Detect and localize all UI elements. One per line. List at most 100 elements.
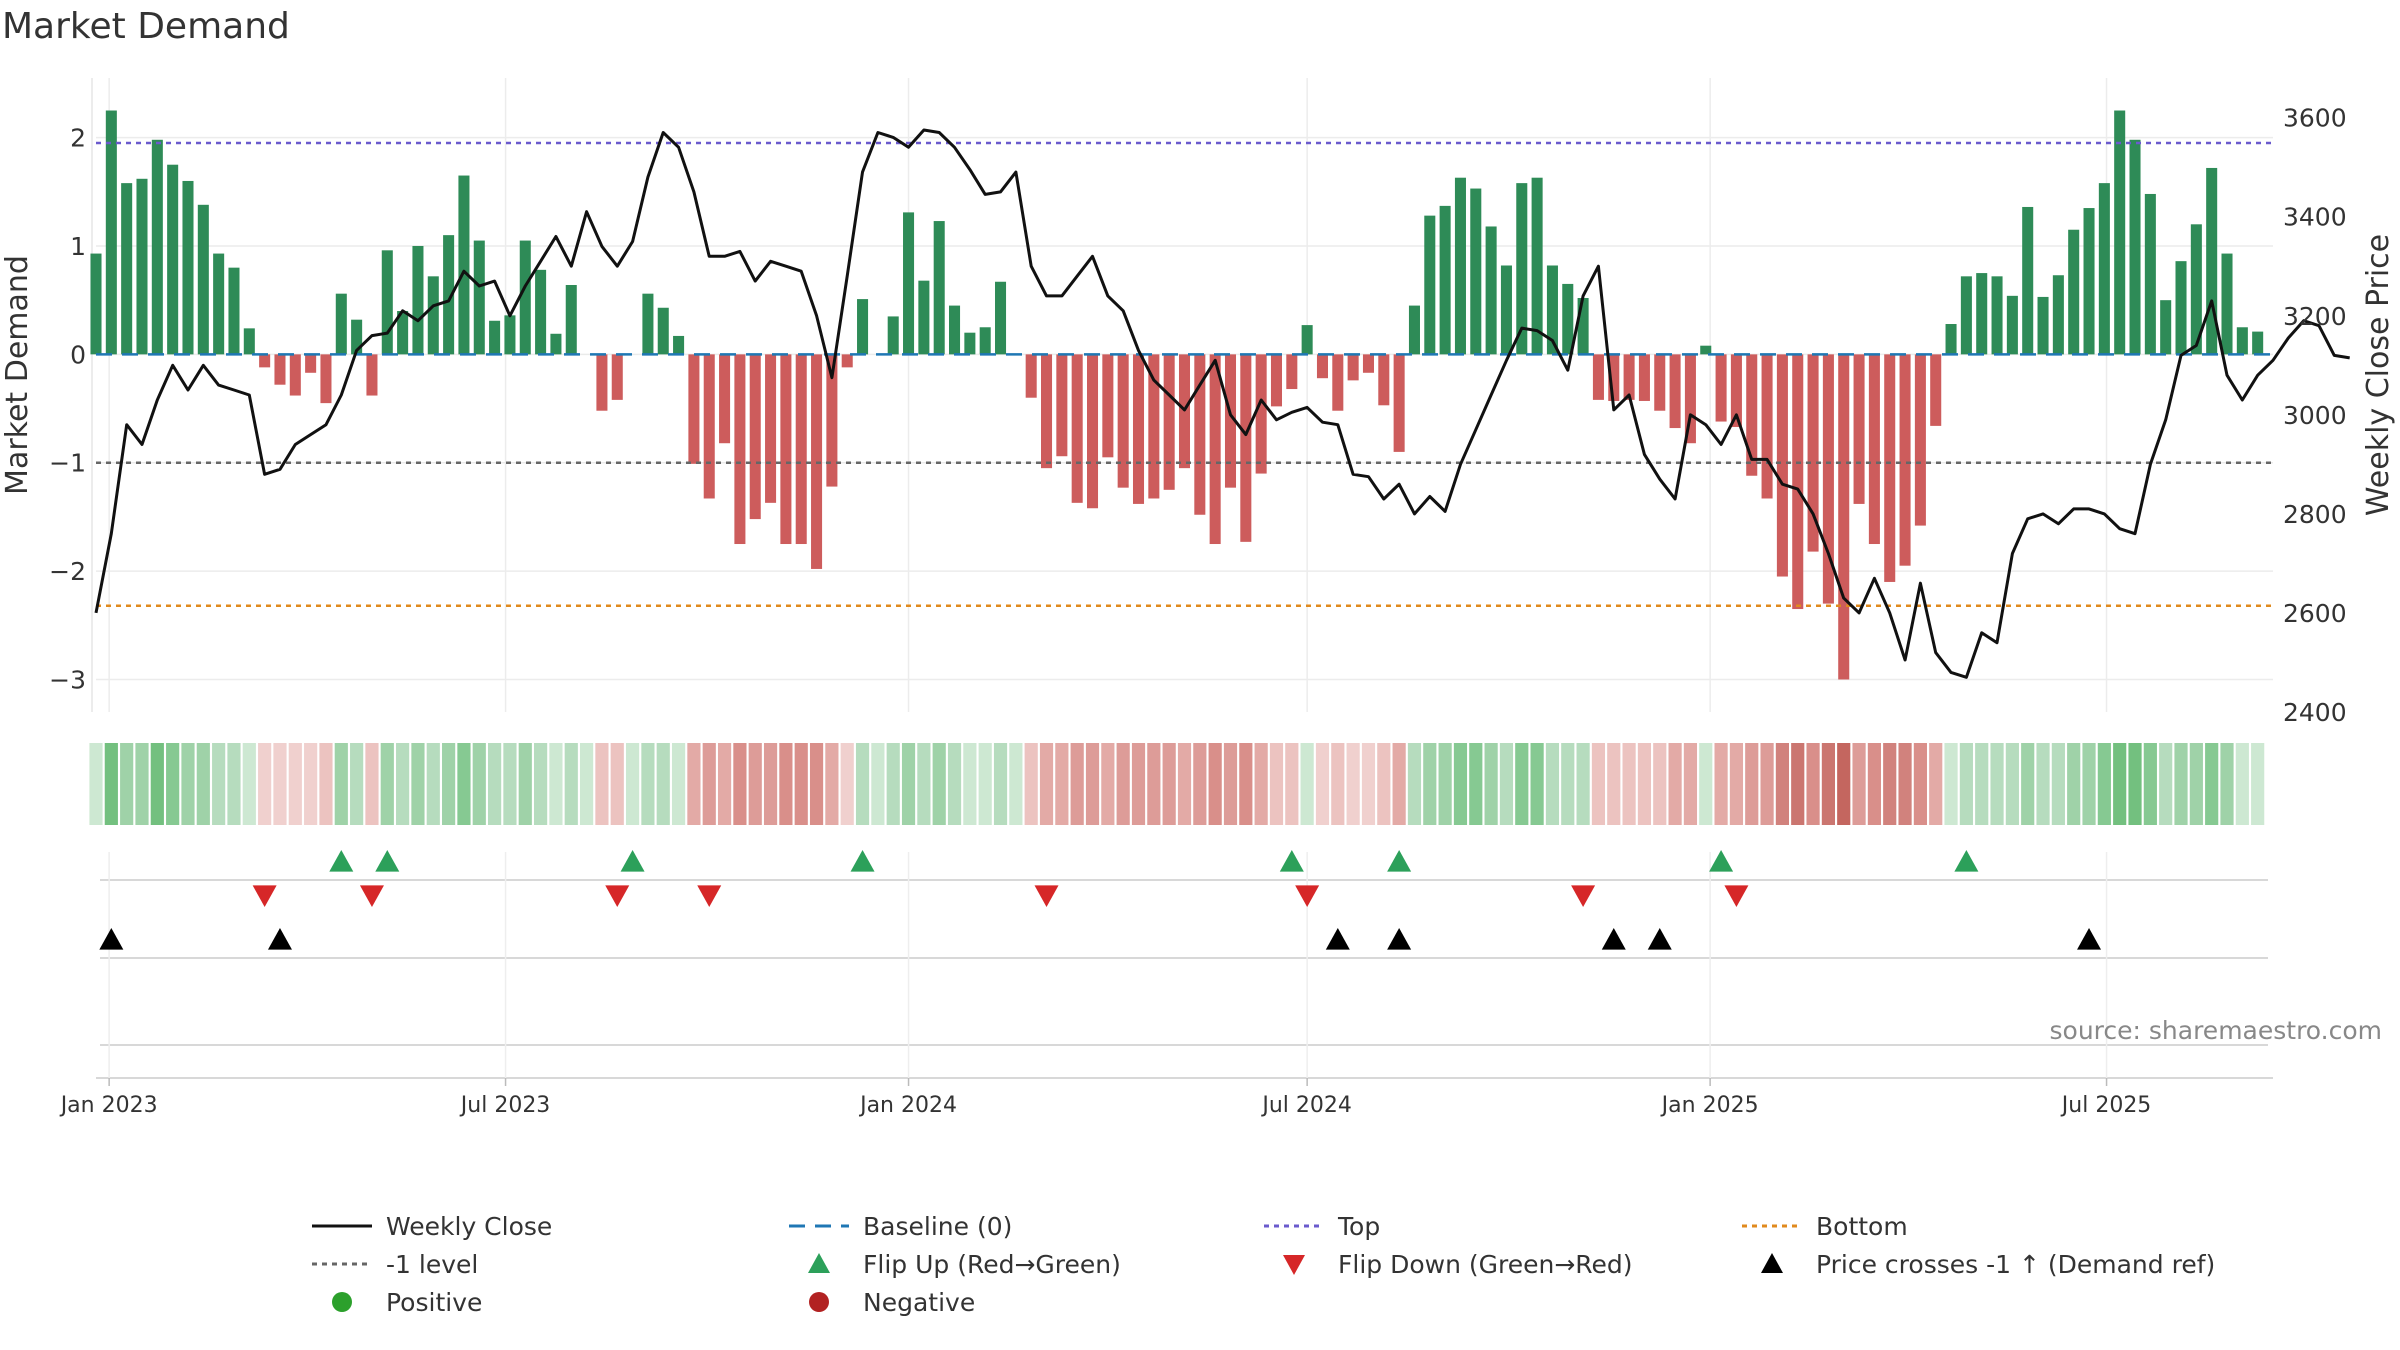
y2-axis-label: Weekly Close Price — [2361, 234, 2396, 516]
demand-bar-positive — [2022, 206, 2034, 355]
demand-bar-negative — [1332, 354, 1344, 411]
demand-bar-negative — [1654, 354, 1666, 411]
demand-bar-negative — [1209, 354, 1221, 545]
demand-bar-positive — [2037, 296, 2049, 355]
x-tick-label: Jan 2024 — [858, 1093, 957, 1118]
legend-swatch-line-dot-bottom — [1742, 1224, 1802, 1228]
heatstrip-cell — [1729, 743, 1744, 825]
demand-bar-negative — [719, 354, 731, 444]
demand-bar-positive — [2098, 183, 2110, 355]
heatstrip-cell — [1285, 743, 1299, 825]
heatstrip-cell — [656, 743, 670, 825]
demand-bar-negative — [1684, 354, 1696, 444]
heatstrip-cell — [1377, 743, 1391, 825]
demand-bar-positive — [412, 245, 424, 355]
demand-bar-positive — [182, 180, 194, 355]
heatstrip-cell — [1423, 743, 1437, 825]
demand-bar-positive — [642, 293, 654, 355]
heatstrip-cell — [1959, 743, 1973, 825]
heatstrip-cell — [135, 743, 149, 825]
demand-bar-negative — [1270, 354, 1283, 407]
heatstrip-cell — [809, 743, 824, 825]
y-tick-label: −3 — [49, 665, 86, 694]
demand-bar-positive — [949, 305, 961, 355]
demand-bar-positive — [473, 240, 485, 355]
heatstrip-cell — [901, 743, 916, 825]
heatstrip-cell — [1300, 743, 1314, 825]
demand-bar-positive — [427, 276, 439, 355]
heatstrip-cell — [549, 743, 563, 825]
y-tick-label: 1 — [70, 232, 86, 261]
heatstrip-cell — [2005, 743, 2019, 825]
heatstrip-cell — [2082, 743, 2096, 825]
demand-bar-positive — [443, 235, 455, 355]
heatstrip-cell — [1944, 743, 1958, 825]
legend-item: Negative — [787, 1284, 975, 1320]
demand-bar-positive — [2206, 167, 2218, 355]
legend-label: Flip Down (Green→Red) — [1338, 1249, 1633, 1279]
demand-bar-positive — [1700, 345, 1712, 355]
demand-bar-negative — [1347, 354, 1359, 381]
demand-bar-negative — [1102, 354, 1114, 458]
heatstrip-cell — [779, 743, 793, 825]
heatstrip-cell — [1009, 743, 1023, 825]
heatstrip-cell — [1331, 743, 1345, 825]
y2-tick-label: 2800 — [2283, 500, 2347, 529]
demand-bar-positive — [2006, 295, 2018, 355]
demand-bar-positive — [243, 328, 255, 355]
heatstrip-cell — [1147, 743, 1161, 825]
heatstrip-cell — [963, 743, 977, 825]
legend-swatch-line-solid — [312, 1224, 372, 1228]
demand-bar-negative — [1255, 354, 1267, 474]
demand-bar-positive — [887, 316, 899, 355]
heatstrip-cell — [1039, 743, 1054, 825]
y-tick-label: 0 — [70, 340, 86, 369]
demand-bar-positive — [121, 183, 133, 355]
x-tick-label: Jul 2024 — [1260, 1093, 1352, 1118]
heatstrip-cell — [564, 743, 578, 825]
heatstrip-cell — [1806, 743, 1820, 825]
flip-up-marker — [620, 850, 645, 872]
demand-bar-positive — [565, 284, 577, 355]
weekly-close-line — [94, 128, 2350, 679]
demand-bar-positive — [1531, 177, 1543, 355]
demand-bar-positive — [1470, 188, 1482, 355]
heatstrip-cell — [1591, 743, 1606, 825]
heatstrip-cell — [2205, 743, 2219, 825]
demand-bar-positive — [964, 332, 976, 355]
heatstrip-cell — [273, 743, 287, 825]
heatstrip-cell — [1101, 743, 1115, 825]
demand-bar-negative — [1132, 354, 1145, 504]
heatstrip-cell — [1499, 743, 1514, 825]
flip-up-marker — [1709, 850, 1734, 872]
cross-up-marker — [1325, 928, 1350, 950]
legend-item: -1 level — [310, 1246, 478, 1282]
heatstrip-cell — [1929, 743, 1943, 825]
heatstrip-cell — [932, 743, 946, 825]
heatstrip-cell — [1162, 743, 1176, 825]
y2-tick-label: 2400 — [2283, 698, 2347, 727]
demand-bar-negative — [1224, 354, 1237, 488]
heatstrip-cell — [488, 743, 502, 825]
demand-bar-negative — [611, 354, 623, 400]
demand-bar-positive — [381, 250, 393, 355]
y-tick-label: −1 — [49, 449, 86, 478]
heatstrip-cell — [687, 743, 701, 825]
heatstrip-cell — [227, 743, 241, 825]
heatstrip-cell — [1714, 743, 1728, 825]
demand-bar-positive — [1454, 177, 1466, 355]
demand-bar-negative — [1071, 354, 1083, 503]
demand-bar-positive — [673, 335, 685, 355]
legend-swatch-tri-down-red — [1283, 1255, 1305, 1275]
heatstrip-cell — [763, 743, 778, 825]
demand-bar-positive — [979, 327, 991, 355]
x-tick-label: Jul 2025 — [2060, 1093, 2152, 1118]
y2-tick-label: 3600 — [2283, 104, 2347, 133]
y2-tick-label: 3200 — [2283, 302, 2347, 331]
x-tick-label: Jul 2023 — [459, 1093, 551, 1118]
demand-bar-negative — [1899, 354, 1911, 566]
heatstrip-cell — [1883, 743, 1897, 825]
cross-up-marker — [267, 928, 292, 950]
flip-up-marker — [850, 850, 875, 872]
demand-bar-positive — [995, 281, 1007, 355]
